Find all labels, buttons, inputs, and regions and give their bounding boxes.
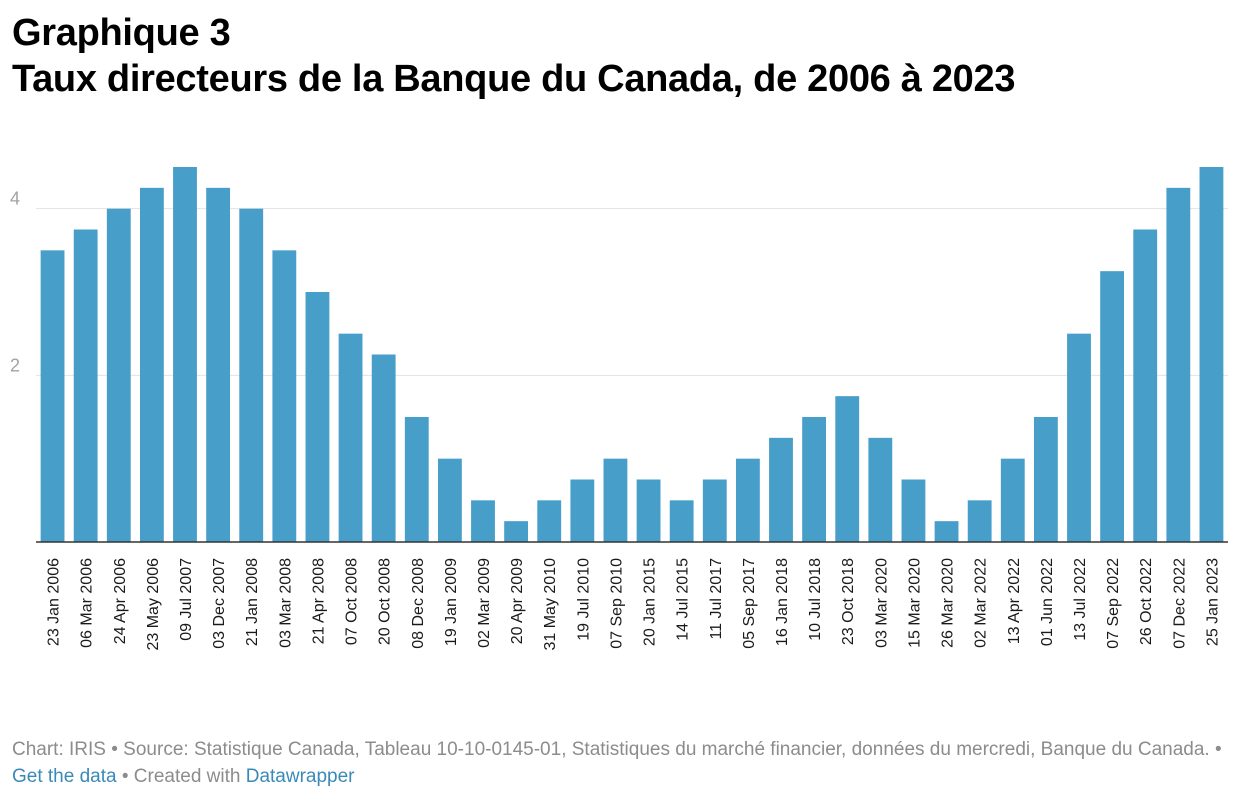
bar-17[interactable] bbox=[603, 458, 628, 542]
bar-15[interactable] bbox=[537, 500, 562, 542]
bar-12[interactable] bbox=[437, 458, 462, 542]
bar-31[interactable] bbox=[1067, 333, 1091, 542]
x-tick-label: 09 Jul 2007 bbox=[178, 558, 195, 641]
x-tick-label: 20 Apr 2009 bbox=[509, 558, 526, 644]
source-credit: Chart: IRIS • Source: Statistique Canada… bbox=[12, 739, 1222, 760]
bar-29[interactable] bbox=[1000, 458, 1025, 542]
x-tick-label: 24 Apr 2006 bbox=[112, 558, 129, 644]
bar-20[interactable] bbox=[702, 479, 727, 543]
x-tick-label: 03 Mar 2020 bbox=[873, 558, 890, 648]
x-tick-label: 08 Dec 2008 bbox=[410, 558, 427, 649]
x-tick-label: 31 May 2010 bbox=[542, 558, 559, 651]
chart-title: Graphique 3 Taux directeurs de la Banque… bbox=[12, 10, 1015, 102]
x-tick-label: 21 Jan 2008 bbox=[244, 558, 261, 646]
bar-34[interactable] bbox=[1166, 187, 1191, 543]
x-tick-label: 03 Mar 2008 bbox=[277, 558, 294, 648]
bar-22[interactable] bbox=[769, 437, 793, 542]
x-tick-label: 20 Oct 2008 bbox=[377, 558, 394, 645]
x-tick-label: 06 Mar 2006 bbox=[79, 558, 96, 648]
x-tick-label: 13 Jul 2022 bbox=[1072, 558, 1089, 641]
x-axis-labels: 23 Jan 2006 06 Mar 2006 24 Apr 2006 23 May … bbox=[46, 558, 1222, 651]
bar-32[interactable] bbox=[1100, 271, 1125, 542]
x-tick-label: 03 Dec 2007 bbox=[211, 558, 228, 649]
bar-30[interactable] bbox=[1033, 417, 1058, 542]
x-tick-label: 15 Mar 2020 bbox=[906, 558, 923, 648]
bar-26[interactable] bbox=[901, 479, 926, 543]
bar-13[interactable] bbox=[471, 500, 495, 542]
x-tick-label: 02 Mar 2009 bbox=[476, 558, 493, 648]
bar-14[interactable] bbox=[504, 521, 529, 542]
x-tick-label: 25 Jan 2023 bbox=[1204, 558, 1221, 646]
x-tick-label: 14 Jul 2015 bbox=[675, 558, 692, 641]
bar-5[interactable] bbox=[206, 187, 231, 543]
bar-28[interactable] bbox=[967, 500, 992, 542]
bar-10[interactable] bbox=[371, 354, 396, 543]
bar-35[interactable] bbox=[1199, 167, 1224, 542]
bar-24[interactable] bbox=[835, 396, 860, 542]
x-tick-label: 10 Jul 2018 bbox=[807, 558, 824, 641]
x-tick-label: 13 Apr 2022 bbox=[1006, 558, 1023, 644]
created-with-text: • Created with bbox=[116, 766, 246, 787]
bar-11[interactable] bbox=[404, 417, 429, 542]
bar-chart: 24 23 Jan 2006 06 Mar 2006 24 Apr 2006 23 M… bbox=[10, 167, 1228, 651]
x-tick-label: 05 Sep 2017 bbox=[741, 558, 758, 649]
x-tick-label: 20 Jan 2015 bbox=[642, 558, 659, 646]
bar-21[interactable] bbox=[735, 458, 760, 542]
x-tick-label: 19 Jan 2009 bbox=[443, 558, 460, 646]
bar-2[interactable] bbox=[106, 208, 131, 542]
x-tick-label: 07 Sep 2022 bbox=[1105, 558, 1122, 649]
bar-0[interactable] bbox=[40, 250, 65, 542]
chart-footer: Chart: IRIS • Source: Statistique Canada… bbox=[12, 736, 1222, 790]
x-tick-label: 07 Dec 2022 bbox=[1171, 558, 1188, 649]
bar-25[interactable] bbox=[868, 437, 893, 542]
chart-title-line2: Taux directeurs de la Banque du Canada, … bbox=[12, 58, 1016, 100]
bar-1[interactable] bbox=[73, 229, 98, 543]
x-tick-label: 07 Sep 2010 bbox=[608, 558, 625, 649]
chart-title-line1: Graphique 3 bbox=[12, 12, 231, 54]
datawrapper-link[interactable]: Datawrapper bbox=[245, 766, 355, 787]
y-tick-label: 4 bbox=[10, 189, 20, 209]
gridlines bbox=[36, 208, 1228, 376]
get-the-data-link[interactable]: Get the data bbox=[12, 766, 117, 787]
bar-18[interactable] bbox=[636, 479, 661, 543]
x-tick-label: 26 Mar 2020 bbox=[940, 558, 957, 648]
bar-3[interactable] bbox=[139, 187, 164, 543]
x-tick-label: 21 Apr 2008 bbox=[310, 558, 327, 644]
bar-33[interactable] bbox=[1133, 229, 1158, 543]
bar-19[interactable] bbox=[669, 500, 694, 542]
bar-16[interactable] bbox=[570, 479, 595, 543]
bar-4[interactable] bbox=[173, 167, 197, 542]
y-axis-ticks: 24 bbox=[10, 189, 20, 376]
x-tick-label: 11 Jul 2017 bbox=[708, 558, 725, 640]
bar-8[interactable] bbox=[305, 292, 330, 542]
x-tick-label: 16 Jan 2018 bbox=[774, 558, 791, 646]
x-tick-label: 07 Oct 2008 bbox=[344, 558, 361, 645]
x-tick-label: 23 May 2006 bbox=[145, 558, 162, 651]
bar-23[interactable] bbox=[802, 417, 827, 542]
bar-6[interactable] bbox=[239, 208, 264, 542]
x-tick-label: 23 Oct 2018 bbox=[840, 558, 857, 645]
x-tick-label: 23 Jan 2006 bbox=[46, 558, 63, 646]
bars bbox=[40, 167, 1224, 543]
bar-9[interactable] bbox=[338, 333, 363, 542]
x-tick-label: 26 Oct 2022 bbox=[1138, 558, 1155, 645]
y-tick-label: 2 bbox=[10, 355, 20, 375]
x-tick-label: 02 Mar 2022 bbox=[973, 558, 990, 648]
x-tick-label: 19 Jul 2010 bbox=[575, 558, 592, 641]
bar-27[interactable] bbox=[934, 521, 959, 542]
x-tick-label: 01 Jun 2022 bbox=[1039, 558, 1056, 646]
bar-7[interactable] bbox=[272, 250, 297, 542]
